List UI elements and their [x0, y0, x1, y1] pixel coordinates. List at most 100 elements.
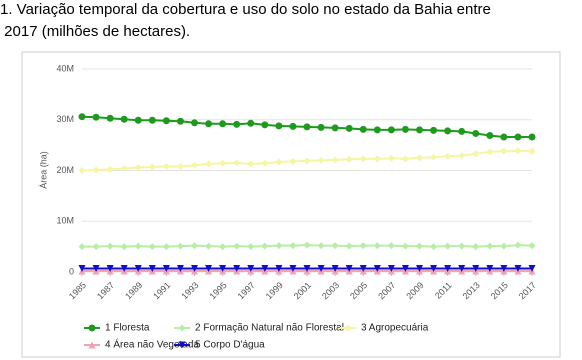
legend-marker [178, 341, 186, 349]
point [401, 125, 409, 133]
point [331, 264, 339, 272]
x-tick-label: 2005 [348, 280, 369, 301]
point [106, 264, 114, 272]
point [486, 131, 494, 139]
point [514, 133, 522, 141]
y-tick-label: 20M [56, 165, 74, 175]
point [345, 242, 353, 250]
point [233, 159, 241, 167]
x-tick-label: 2007 [376, 280, 397, 301]
point [191, 264, 198, 272]
point [416, 264, 423, 272]
point [289, 157, 297, 165]
point [120, 264, 128, 272]
point [345, 264, 353, 272]
point [458, 152, 466, 160]
point [106, 242, 114, 250]
point [162, 162, 170, 170]
point [162, 243, 170, 251]
point [359, 155, 367, 163]
point [345, 124, 353, 132]
x-tick-label: 2003 [320, 280, 341, 301]
point [317, 242, 325, 250]
point [387, 264, 395, 272]
point [359, 125, 367, 133]
x-tick-label: 1997 [236, 280, 257, 301]
point [176, 117, 184, 125]
point [373, 242, 381, 250]
point [401, 155, 409, 163]
y-tick-label: 40M [56, 63, 74, 73]
x-tick-label: 2015 [489, 280, 510, 301]
point [205, 264, 213, 272]
x-tick-label: 2011 [433, 280, 454, 301]
x-tick-label: 1987 [95, 280, 116, 301]
point [486, 264, 494, 272]
point [247, 243, 255, 251]
point [387, 126, 395, 134]
point [233, 120, 241, 128]
point [219, 159, 227, 167]
point [303, 264, 311, 272]
point [458, 242, 466, 250]
caption-line: 2017 (milhões de hectares). [0, 23, 190, 40]
point [359, 264, 367, 272]
point [92, 166, 100, 174]
point [261, 264, 269, 272]
point [261, 159, 269, 167]
legend-marker [344, 324, 352, 332]
point [331, 156, 339, 164]
x-tick-label: 2009 [404, 280, 425, 301]
point [205, 160, 213, 168]
point [148, 243, 156, 251]
point [247, 119, 255, 127]
point [289, 264, 297, 272]
point [176, 242, 184, 250]
point [247, 264, 255, 272]
point [219, 120, 227, 128]
x-tick-label: 1991 [151, 280, 172, 301]
x-tick-label: 1999 [264, 280, 285, 301]
point [106, 114, 114, 122]
point [401, 264, 409, 272]
point [514, 147, 522, 155]
point [387, 154, 395, 162]
point [373, 155, 381, 163]
point [148, 116, 156, 124]
point [458, 127, 466, 135]
point [176, 162, 184, 170]
point [303, 241, 311, 249]
x-tick-label: 1985 [67, 280, 88, 301]
legend-label: 4 Área não Vegetada [105, 338, 199, 351]
point [317, 123, 325, 131]
point [275, 264, 283, 272]
point [528, 264, 536, 272]
point [162, 117, 170, 125]
point [191, 242, 198, 250]
point [191, 119, 198, 127]
point [148, 163, 156, 171]
point [528, 242, 536, 250]
point [106, 165, 114, 173]
point [486, 242, 494, 250]
point [331, 124, 339, 132]
point [472, 243, 480, 251]
point [92, 243, 100, 251]
point [289, 122, 297, 130]
legend-label: 1 Floresta [105, 323, 150, 334]
point [205, 242, 213, 250]
point [514, 241, 522, 249]
point [472, 129, 480, 137]
point [275, 242, 283, 250]
point [317, 264, 325, 272]
x-tick-label: 2017 [517, 280, 538, 301]
point [500, 147, 508, 155]
point [472, 264, 480, 272]
point [120, 115, 128, 123]
point [401, 242, 409, 250]
x-tick-label: 1993 [179, 280, 200, 301]
point [444, 152, 452, 160]
point [261, 242, 269, 250]
point [416, 242, 423, 250]
